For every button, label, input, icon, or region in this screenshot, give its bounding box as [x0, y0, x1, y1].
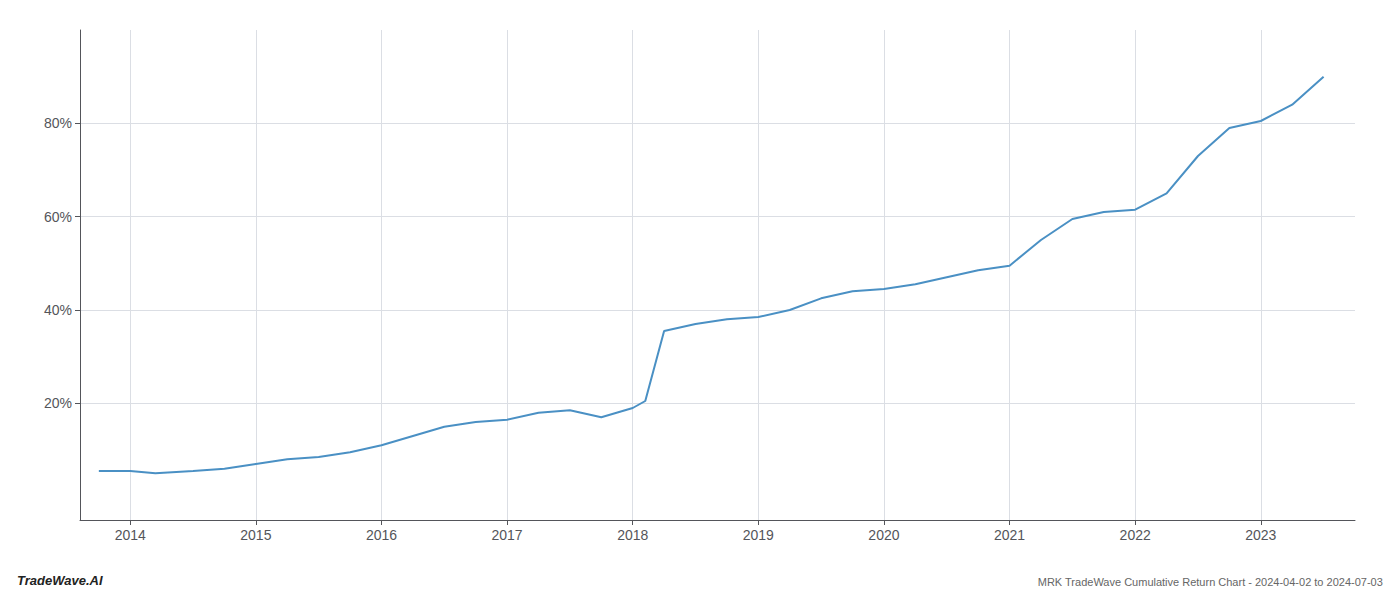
svg-text:20%: 20% [44, 395, 72, 411]
svg-text:2016: 2016 [366, 527, 397, 543]
svg-text:2017: 2017 [492, 527, 523, 543]
svg-text:2018: 2018 [617, 527, 648, 543]
svg-text:2014: 2014 [115, 527, 146, 543]
svg-text:2019: 2019 [743, 527, 774, 543]
svg-text:80%: 80% [44, 115, 72, 131]
svg-text:2020: 2020 [868, 527, 899, 543]
svg-text:2022: 2022 [1120, 527, 1151, 543]
svg-text:TradeWave.AI: TradeWave.AI [17, 573, 103, 588]
svg-text:2023: 2023 [1245, 527, 1276, 543]
svg-text:2021: 2021 [994, 527, 1025, 543]
svg-text:2015: 2015 [240, 527, 271, 543]
svg-text:60%: 60% [44, 209, 72, 225]
svg-text:MRK TradeWave Cumulative Retur: MRK TradeWave Cumulative Return Chart - … [1038, 576, 1383, 588]
svg-text:40%: 40% [44, 302, 72, 318]
